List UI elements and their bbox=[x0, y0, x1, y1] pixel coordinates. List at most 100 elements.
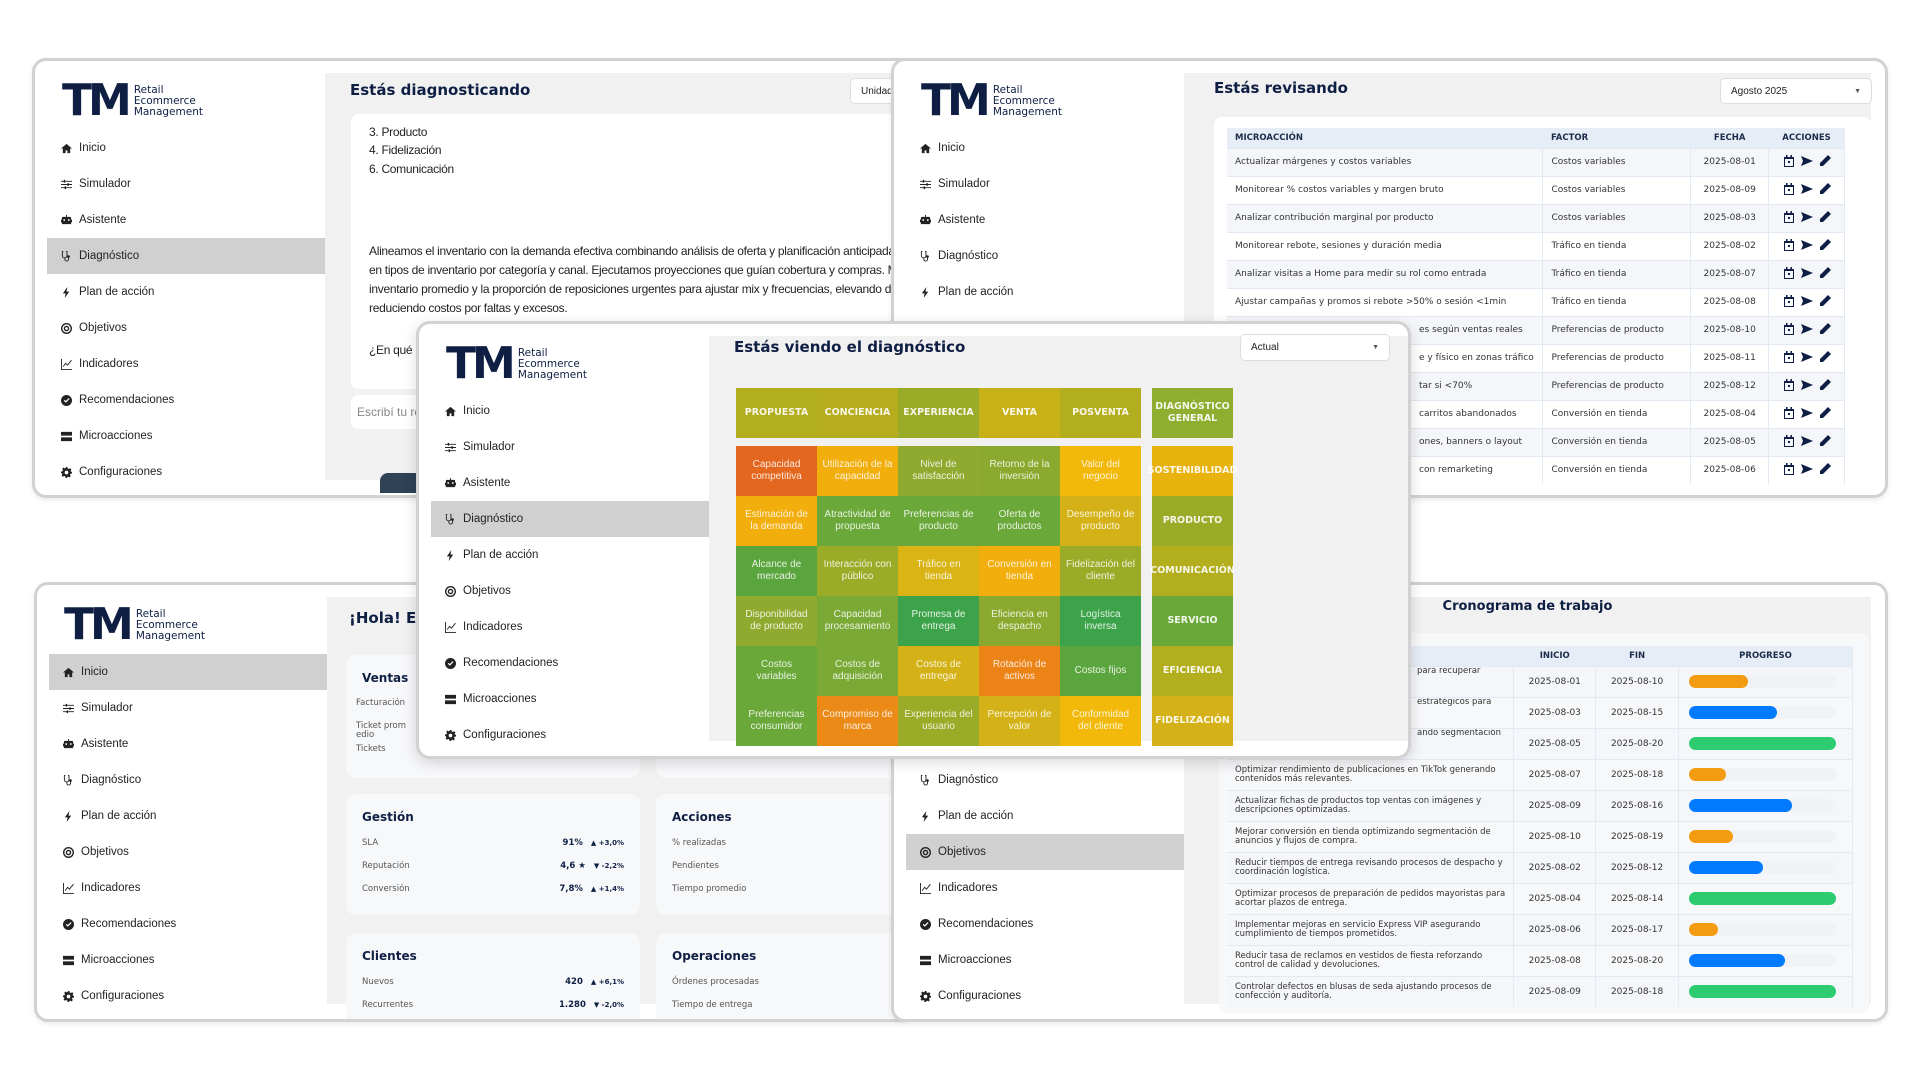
sidebar-item-recomendaciones[interactable]: Recomendaciones bbox=[431, 645, 709, 681]
schedule-button[interactable] bbox=[1780, 210, 1798, 226]
diagnosis-cell[interactable]: Percepción de valor bbox=[979, 696, 1060, 746]
sidebar-item-inicio[interactable]: Inicio bbox=[431, 393, 709, 429]
diagnosis-cell[interactable]: Capacidad competitiva bbox=[736, 446, 817, 496]
sidebar-item-diagnstico[interactable]: Diagnóstico bbox=[906, 762, 1184, 798]
diagnosis-cell[interactable]: Alcance de mercado bbox=[736, 546, 817, 596]
send-button[interactable] bbox=[1798, 407, 1816, 422]
sidebar-item-asistente[interactable]: Asistente bbox=[906, 202, 1184, 238]
edit-button[interactable] bbox=[1816, 294, 1834, 310]
actions-cell[interactable] bbox=[1768, 147, 1845, 176]
edit-button[interactable] bbox=[1816, 378, 1834, 394]
schedule-button[interactable] bbox=[1780, 378, 1798, 394]
sidebar-item-configuraciones[interactable]: Configuraciones bbox=[49, 978, 327, 1014]
sidebar-item-objetivos[interactable]: Objetivos bbox=[431, 573, 709, 609]
send-button[interactable] bbox=[1798, 155, 1816, 170]
send-button[interactable] bbox=[1798, 211, 1816, 226]
diagnosis-cell[interactable]: Estimación de la demanda bbox=[736, 496, 817, 546]
edit-button[interactable] bbox=[1816, 154, 1834, 170]
diagnosis-cell[interactable]: Conformidad del cliente bbox=[1060, 696, 1141, 746]
edit-button[interactable] bbox=[1816, 434, 1834, 450]
sidebar-item-asistente[interactable]: Asistente bbox=[431, 465, 709, 501]
diagnosis-cell[interactable]: Fidelización del cliente bbox=[1060, 546, 1141, 596]
column-header-propuesta[interactable]: PROPUESTA bbox=[736, 388, 817, 438]
period-select[interactable]: Agosto 2025 ▼ bbox=[1720, 78, 1872, 104]
diagnosis-cell[interactable]: Preferencias consumidor bbox=[736, 696, 817, 746]
send-button[interactable] bbox=[1798, 183, 1816, 198]
send-button[interactable] bbox=[1798, 351, 1816, 366]
diagnosis-cell[interactable]: Atractividad de propuesta bbox=[817, 496, 898, 546]
diagnosis-cell[interactable]: Preferencias de producto bbox=[898, 496, 979, 546]
sidebar-item-microacciones[interactable]: Microacciones bbox=[431, 681, 709, 717]
diagnosis-cell[interactable]: Eficiencia en despacho bbox=[979, 596, 1060, 646]
edit-button[interactable] bbox=[1816, 322, 1834, 338]
sidebar-item-plandeaccin[interactable]: Plan de acción bbox=[47, 274, 325, 310]
diagnosis-cell[interactable]: Costos de adquisición bbox=[817, 646, 898, 696]
sidebar-item-indicadores[interactable]: Indicadores bbox=[49, 870, 327, 906]
diagnosis-cell[interactable]: Experiencia del usuario bbox=[898, 696, 979, 746]
column-header-experiencia[interactable]: EXPERIENCIA bbox=[898, 388, 979, 438]
schedule-button[interactable] bbox=[1780, 238, 1798, 254]
diagnosis-cell[interactable]: Interacción con público bbox=[817, 546, 898, 596]
actions-cell[interactable] bbox=[1768, 427, 1845, 456]
send-button[interactable] bbox=[1798, 379, 1816, 394]
summary-cell[interactable]: EFICIENCIA bbox=[1152, 646, 1233, 696]
sidebar-item-indicadores[interactable]: Indicadores bbox=[47, 346, 325, 382]
sidebar-item-recomendaciones[interactable]: Recomendaciones bbox=[47, 382, 325, 418]
edit-button[interactable] bbox=[1816, 462, 1834, 478]
sidebar-item-indicadores[interactable]: Indicadores bbox=[431, 609, 709, 645]
sidebar-item-simulador[interactable]: Simulador bbox=[431, 429, 709, 465]
sidebar-item-configuraciones[interactable]: Configuraciones bbox=[906, 978, 1184, 1014]
send-button[interactable] bbox=[1798, 239, 1816, 254]
schedule-button[interactable] bbox=[1780, 406, 1798, 422]
diagnosis-cell[interactable]: Capacidad procesamiento bbox=[817, 596, 898, 646]
actions-cell[interactable] bbox=[1768, 287, 1845, 316]
schedule-button[interactable] bbox=[1780, 154, 1798, 170]
sidebar-item-diagnstico[interactable]: Diagnóstico bbox=[49, 762, 327, 798]
schedule-button[interactable] bbox=[1780, 266, 1798, 282]
send-button[interactable] bbox=[1798, 267, 1816, 282]
sidebar-item-diagnstico[interactable]: Diagnóstico bbox=[431, 501, 709, 537]
actions-cell[interactable] bbox=[1768, 259, 1845, 288]
sidebar-item-asistente[interactable]: Asistente bbox=[47, 202, 325, 238]
send-button[interactable] bbox=[1798, 463, 1816, 478]
summary-cell[interactable]: SOSTENIBILIDAD bbox=[1148, 446, 1237, 496]
diagnosis-cell[interactable]: Compromiso de marca bbox=[817, 696, 898, 746]
actions-cell[interactable] bbox=[1768, 455, 1845, 484]
diagnosis-cell[interactable]: Rotación de activos bbox=[979, 646, 1060, 696]
actions-cell[interactable] bbox=[1768, 175, 1845, 204]
sidebar-item-recomendaciones[interactable]: Recomendaciones bbox=[906, 906, 1184, 942]
actions-cell[interactable] bbox=[1768, 203, 1845, 232]
sidebar-item-microacciones[interactable]: Microacciones bbox=[906, 942, 1184, 978]
sidebar-item-microacciones[interactable]: Microacciones bbox=[49, 942, 327, 978]
diagnosis-cell[interactable]: Desempeño de producto bbox=[1060, 496, 1141, 546]
edit-button[interactable] bbox=[1816, 350, 1834, 366]
send-button[interactable] bbox=[1798, 295, 1816, 310]
summary-cell[interactable]: COMUNICACIÓN bbox=[1150, 546, 1235, 596]
column-header-conciencia[interactable]: CONCIENCIA bbox=[817, 388, 898, 438]
sidebar-item-indicadores[interactable]: Indicadores bbox=[906, 870, 1184, 906]
sidebar-item-plandeaccin[interactable]: Plan de acción bbox=[906, 274, 1184, 310]
schedule-button[interactable] bbox=[1780, 350, 1798, 366]
column-header-venta[interactable]: VENTA bbox=[979, 388, 1060, 438]
sidebar-item-configuraciones[interactable]: Configuraciones bbox=[431, 717, 709, 753]
diagnosis-cell[interactable]: Costos fijos bbox=[1060, 646, 1141, 696]
diagnosis-cell[interactable]: Costos de entregar bbox=[898, 646, 979, 696]
sidebar-item-diagnstico[interactable]: Diagnóstico bbox=[906, 238, 1184, 274]
sidebar-item-objetivos[interactable]: Objetivos bbox=[49, 834, 327, 870]
sidebar-item-diagnstico[interactable]: Diagnóstico bbox=[47, 238, 325, 274]
diagnosis-cell[interactable]: Promesa de entrega bbox=[898, 596, 979, 646]
edit-button[interactable] bbox=[1816, 238, 1834, 254]
sidebar-item-simulador[interactable]: Simulador bbox=[906, 166, 1184, 202]
schedule-button[interactable] bbox=[1780, 294, 1798, 310]
sidebar-item-simulador[interactable]: Simulador bbox=[47, 166, 325, 202]
sidebar-item-plandeaccin[interactable]: Plan de acción bbox=[906, 798, 1184, 834]
edit-button[interactable] bbox=[1816, 266, 1834, 282]
diagnosis-cell[interactable]: Disponibilidad de producto bbox=[736, 596, 817, 646]
actions-cell[interactable] bbox=[1768, 231, 1845, 260]
diagnosis-cell[interactable]: Tráfico en tienda bbox=[898, 546, 979, 596]
diagnosis-cell[interactable]: Nivel de satisfacción bbox=[898, 446, 979, 496]
sidebar-item-objetivos[interactable]: Objetivos bbox=[47, 310, 325, 346]
edit-button[interactable] bbox=[1816, 182, 1834, 198]
sidebar-item-asistente[interactable]: Asistente bbox=[49, 726, 327, 762]
summary-cell[interactable]: SERVICIO bbox=[1152, 596, 1233, 646]
